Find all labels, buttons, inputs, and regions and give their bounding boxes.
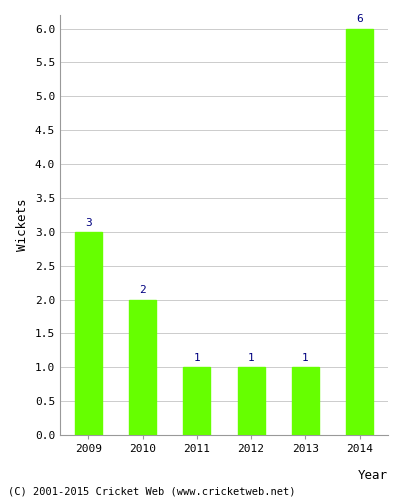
- Y-axis label: Wickets: Wickets: [16, 198, 29, 251]
- Text: 3: 3: [85, 218, 92, 228]
- Text: 2: 2: [139, 286, 146, 296]
- Text: 1: 1: [302, 353, 309, 363]
- Bar: [292, 368, 319, 435]
- Bar: [183, 368, 210, 435]
- Text: 1: 1: [248, 353, 254, 363]
- Text: 1: 1: [194, 353, 200, 363]
- Text: (C) 2001-2015 Cricket Web (www.cricketweb.net): (C) 2001-2015 Cricket Web (www.cricketwe…: [8, 486, 296, 496]
- Text: 6: 6: [356, 14, 363, 24]
- Bar: [129, 300, 156, 435]
- Bar: [346, 28, 373, 435]
- Bar: [238, 368, 265, 435]
- Text: Year: Year: [358, 468, 388, 481]
- Bar: [75, 232, 102, 435]
